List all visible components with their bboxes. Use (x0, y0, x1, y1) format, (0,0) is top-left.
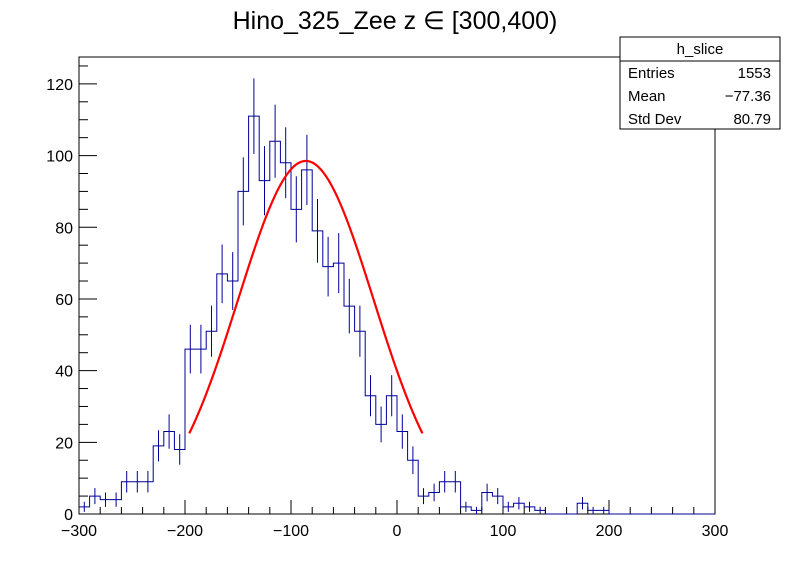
stats-mean-value: −77.36 (725, 88, 771, 105)
y-tick-label: 120 (46, 77, 73, 94)
stats-stddev-label: Std Dev (628, 111, 682, 128)
x-tick-label: 200 (596, 523, 623, 540)
stats-stddev-value: 80.79 (733, 111, 771, 128)
y-tick-label: 60 (55, 292, 73, 309)
stats-box: h_slice Entries 1553 Mean −77.36 Std Dev… (619, 36, 781, 130)
x-tick-label: 100 (490, 523, 517, 540)
x-tick-label: 300 (702, 523, 729, 540)
histogram-series (79, 78, 715, 515)
stats-entries-label: Entries (628, 65, 675, 82)
stats-entries-value: 1553 (738, 65, 771, 82)
y-tick-label: 0 (64, 507, 73, 524)
y-tick-label: 40 (55, 364, 73, 381)
stats-mean-label: Mean (628, 88, 666, 105)
y-tick-label: 80 (55, 220, 73, 237)
axes: −300 −200 −100 0 100 200 300 0 20 40 60 80 100 120 (46, 65, 729, 540)
gaussian-fit (188, 159, 424, 434)
fit-curve (188, 159, 424, 434)
y-tick-label: 100 (46, 149, 73, 166)
y-tick-label: 20 (55, 435, 73, 452)
x-tick-label: −200 (167, 523, 203, 540)
stats-box-title: h_slice (677, 41, 724, 58)
x-tick-label: −100 (273, 523, 309, 540)
histogram-outline (79, 115, 715, 515)
x-tick-label: 0 (393, 523, 402, 540)
x-tick-label: −300 (61, 523, 97, 540)
chart-title: Hino_325_Zee z ∈ [300,400) (233, 7, 558, 35)
stats-box-frame (619, 36, 781, 130)
